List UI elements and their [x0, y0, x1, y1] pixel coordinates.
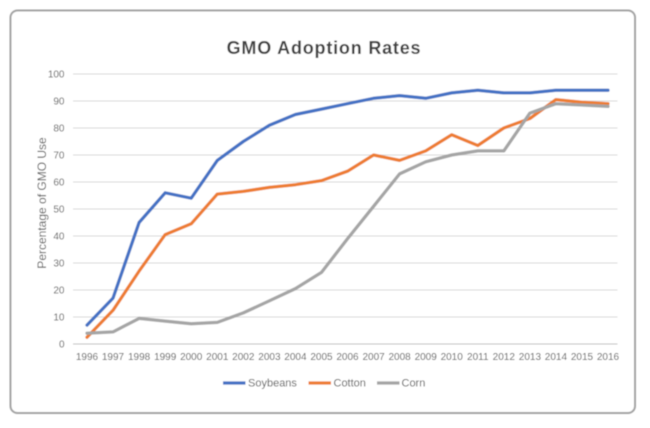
svg-text:2004: 2004 [284, 352, 307, 363]
svg-text:2013: 2013 [519, 352, 542, 363]
svg-text:Soybeans: Soybeans [248, 378, 297, 390]
svg-text:2015: 2015 [571, 352, 594, 363]
svg-text:20: 20 [53, 286, 65, 297]
svg-text:2001: 2001 [206, 352, 229, 363]
svg-text:Corn: Corn [402, 378, 426, 390]
svg-text:50: 50 [53, 205, 65, 216]
svg-text:1997: 1997 [102, 352, 125, 363]
svg-text:2007: 2007 [362, 352, 385, 363]
svg-text:0: 0 [59, 340, 65, 351]
svg-text:2000: 2000 [180, 352, 203, 363]
svg-text:2006: 2006 [336, 352, 359, 363]
svg-text:1996: 1996 [76, 352, 99, 363]
svg-text:Cotton: Cotton [334, 378, 366, 390]
svg-text:90: 90 [53, 97, 65, 108]
svg-text:2005: 2005 [310, 352, 333, 363]
svg-text:1998: 1998 [128, 352, 151, 363]
svg-text:2010: 2010 [441, 352, 464, 363]
svg-text:2011: 2011 [467, 352, 489, 363]
svg-text:Percentage of GMO Use: Percentage of GMO Use [35, 137, 49, 269]
svg-text:80: 80 [53, 124, 65, 135]
svg-text:2012: 2012 [493, 352, 516, 363]
svg-text:30: 30 [53, 259, 65, 270]
svg-text:2008: 2008 [388, 352, 411, 363]
svg-text:2016: 2016 [597, 352, 620, 363]
svg-text:40: 40 [53, 232, 65, 243]
svg-text:100: 100 [48, 70, 65, 81]
svg-text:2009: 2009 [415, 352, 438, 363]
svg-text:2014: 2014 [545, 352, 568, 363]
svg-text:2002: 2002 [232, 352, 255, 363]
svg-text:70: 70 [53, 151, 65, 162]
svg-text:1999: 1999 [154, 352, 177, 363]
svg-text:10: 10 [53, 313, 65, 324]
svg-text:60: 60 [53, 178, 65, 189]
svg-text:GMO Adoption Rates: GMO Adoption Rates [227, 38, 422, 58]
svg-text:2003: 2003 [258, 352, 281, 363]
